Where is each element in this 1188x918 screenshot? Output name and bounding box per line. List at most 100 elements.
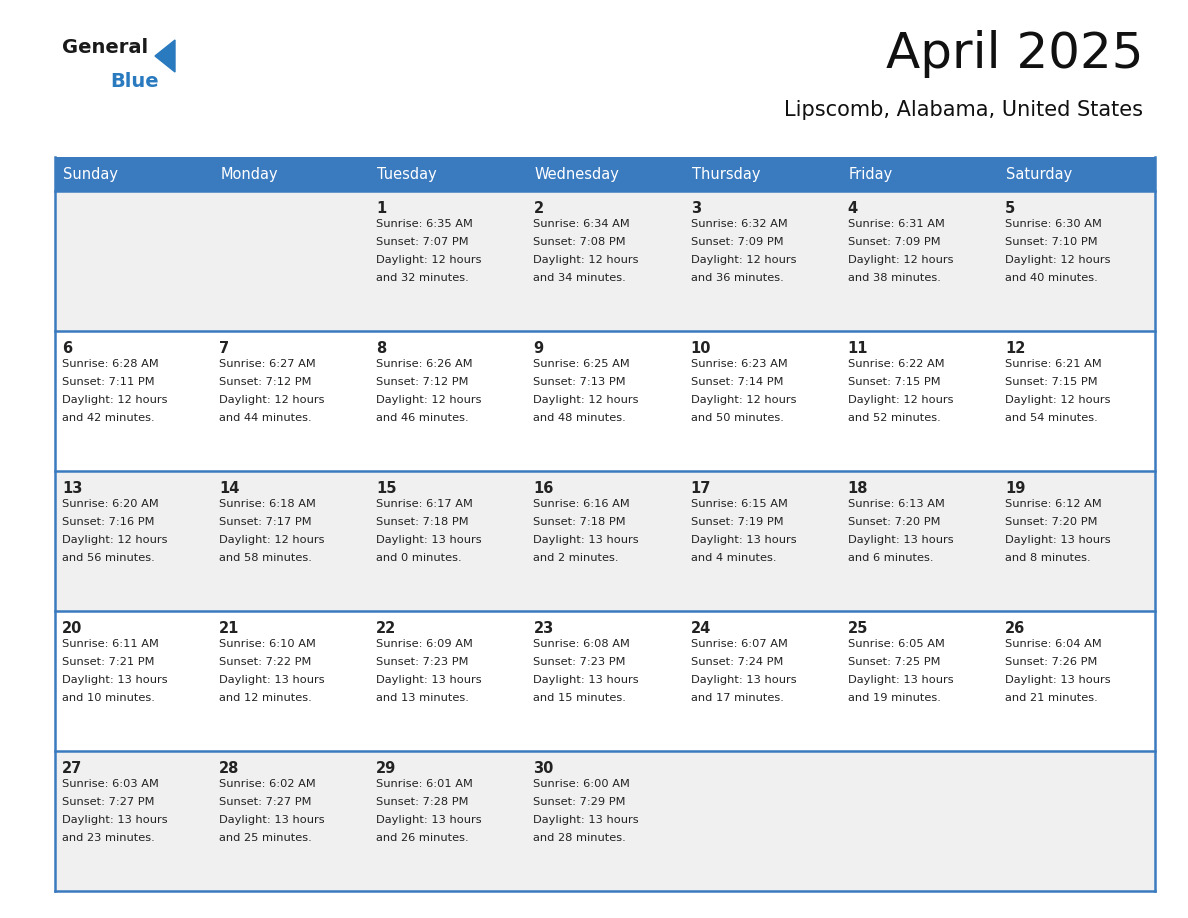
Text: Daylight: 12 hours: Daylight: 12 hours xyxy=(848,255,953,265)
Text: Daylight: 13 hours: Daylight: 13 hours xyxy=(219,815,324,825)
Bar xyxy=(526,157,683,191)
Text: and 4 minutes.: and 4 minutes. xyxy=(690,553,776,563)
Text: Sunrise: 6:28 AM: Sunrise: 6:28 AM xyxy=(62,359,159,369)
Text: Sunset: 7:28 PM: Sunset: 7:28 PM xyxy=(377,797,469,807)
Text: 13: 13 xyxy=(62,481,82,496)
Text: Daylight: 13 hours: Daylight: 13 hours xyxy=(533,815,639,825)
Text: and 40 minutes.: and 40 minutes. xyxy=(1005,273,1098,283)
Text: Daylight: 13 hours: Daylight: 13 hours xyxy=(62,815,168,825)
Text: and 17 minutes.: and 17 minutes. xyxy=(690,693,783,703)
Bar xyxy=(213,157,369,191)
Text: and 48 minutes.: and 48 minutes. xyxy=(533,413,626,423)
Text: Sunrise: 6:08 AM: Sunrise: 6:08 AM xyxy=(533,639,631,649)
Text: Sunrise: 6:21 AM: Sunrise: 6:21 AM xyxy=(1005,359,1101,369)
Text: Sunrise: 6:12 AM: Sunrise: 6:12 AM xyxy=(1005,499,1101,509)
Text: 4: 4 xyxy=(848,201,858,216)
Text: Sunset: 7:14 PM: Sunset: 7:14 PM xyxy=(690,377,783,387)
Text: Sunset: 7:23 PM: Sunset: 7:23 PM xyxy=(533,657,626,667)
Bar xyxy=(55,751,1155,891)
Text: and 52 minutes.: and 52 minutes. xyxy=(848,413,941,423)
Text: 17: 17 xyxy=(690,481,710,496)
Text: Sunrise: 6:09 AM: Sunrise: 6:09 AM xyxy=(377,639,473,649)
Text: Sunset: 7:27 PM: Sunset: 7:27 PM xyxy=(62,797,154,807)
Text: and 50 minutes.: and 50 minutes. xyxy=(690,413,783,423)
Text: Daylight: 12 hours: Daylight: 12 hours xyxy=(62,395,168,405)
Text: and 56 minutes.: and 56 minutes. xyxy=(62,553,154,563)
Text: Daylight: 12 hours: Daylight: 12 hours xyxy=(533,255,639,265)
Text: Sunset: 7:25 PM: Sunset: 7:25 PM xyxy=(848,657,940,667)
Bar xyxy=(998,157,1155,191)
Text: and 38 minutes.: and 38 minutes. xyxy=(848,273,941,283)
Text: 15: 15 xyxy=(377,481,397,496)
Text: Sunset: 7:18 PM: Sunset: 7:18 PM xyxy=(377,517,469,527)
Text: Friday: Friday xyxy=(848,166,893,182)
Text: Sunset: 7:15 PM: Sunset: 7:15 PM xyxy=(1005,377,1098,387)
Text: Sunset: 7:10 PM: Sunset: 7:10 PM xyxy=(1005,237,1098,247)
Text: Sunset: 7:22 PM: Sunset: 7:22 PM xyxy=(219,657,311,667)
Text: Daylight: 13 hours: Daylight: 13 hours xyxy=(533,675,639,685)
Text: and 28 minutes.: and 28 minutes. xyxy=(533,833,626,843)
Text: Sunrise: 6:03 AM: Sunrise: 6:03 AM xyxy=(62,779,159,789)
Text: 20: 20 xyxy=(62,621,82,636)
Text: Daylight: 13 hours: Daylight: 13 hours xyxy=(219,675,324,685)
Text: Daylight: 13 hours: Daylight: 13 hours xyxy=(62,675,168,685)
Text: 5: 5 xyxy=(1005,201,1015,216)
Text: and 25 minutes.: and 25 minutes. xyxy=(219,833,312,843)
Text: 30: 30 xyxy=(533,761,554,776)
Text: and 58 minutes.: and 58 minutes. xyxy=(219,553,312,563)
Text: Sunrise: 6:02 AM: Sunrise: 6:02 AM xyxy=(219,779,316,789)
Text: Sunrise: 6:22 AM: Sunrise: 6:22 AM xyxy=(848,359,944,369)
Text: General: General xyxy=(62,38,148,57)
Text: 8: 8 xyxy=(377,341,386,356)
Text: and 46 minutes.: and 46 minutes. xyxy=(377,413,469,423)
Text: Daylight: 12 hours: Daylight: 12 hours xyxy=(690,395,796,405)
Text: Sunset: 7:11 PM: Sunset: 7:11 PM xyxy=(62,377,154,387)
Text: Sunset: 7:26 PM: Sunset: 7:26 PM xyxy=(1005,657,1098,667)
Text: Sunrise: 6:31 AM: Sunrise: 6:31 AM xyxy=(848,219,944,229)
Text: Sunrise: 6:16 AM: Sunrise: 6:16 AM xyxy=(533,499,630,509)
Text: Daylight: 12 hours: Daylight: 12 hours xyxy=(1005,255,1111,265)
Text: Daylight: 12 hours: Daylight: 12 hours xyxy=(219,395,324,405)
Text: Sunset: 7:15 PM: Sunset: 7:15 PM xyxy=(848,377,941,387)
Text: Daylight: 12 hours: Daylight: 12 hours xyxy=(690,255,796,265)
Text: 22: 22 xyxy=(377,621,397,636)
Text: and 34 minutes.: and 34 minutes. xyxy=(533,273,626,283)
Text: Sunset: 7:12 PM: Sunset: 7:12 PM xyxy=(219,377,311,387)
Text: Sunset: 7:13 PM: Sunset: 7:13 PM xyxy=(533,377,626,387)
Text: 10: 10 xyxy=(690,341,712,356)
Text: 7: 7 xyxy=(219,341,229,356)
Text: Sunrise: 6:26 AM: Sunrise: 6:26 AM xyxy=(377,359,473,369)
Bar xyxy=(55,331,1155,471)
Text: Lipscomb, Alabama, United States: Lipscomb, Alabama, United States xyxy=(784,100,1143,120)
Polygon shape xyxy=(154,40,175,72)
Text: Daylight: 12 hours: Daylight: 12 hours xyxy=(848,395,953,405)
Bar xyxy=(55,611,1155,751)
Text: Sunset: 7:27 PM: Sunset: 7:27 PM xyxy=(219,797,311,807)
Text: Sunset: 7:23 PM: Sunset: 7:23 PM xyxy=(377,657,469,667)
Text: and 2 minutes.: and 2 minutes. xyxy=(533,553,619,563)
Text: and 23 minutes.: and 23 minutes. xyxy=(62,833,154,843)
Text: Daylight: 13 hours: Daylight: 13 hours xyxy=(1005,535,1111,545)
Text: Daylight: 12 hours: Daylight: 12 hours xyxy=(219,535,324,545)
Text: April 2025: April 2025 xyxy=(885,30,1143,78)
Text: Sunrise: 6:18 AM: Sunrise: 6:18 AM xyxy=(219,499,316,509)
Text: and 19 minutes.: and 19 minutes. xyxy=(848,693,941,703)
Text: 23: 23 xyxy=(533,621,554,636)
Text: Sunset: 7:20 PM: Sunset: 7:20 PM xyxy=(1005,517,1098,527)
Text: and 6 minutes.: and 6 minutes. xyxy=(848,553,934,563)
Text: Sunrise: 6:34 AM: Sunrise: 6:34 AM xyxy=(533,219,630,229)
Text: 6: 6 xyxy=(62,341,72,356)
Text: Sunrise: 6:20 AM: Sunrise: 6:20 AM xyxy=(62,499,159,509)
Text: and 13 minutes.: and 13 minutes. xyxy=(377,693,469,703)
Text: 11: 11 xyxy=(848,341,868,356)
Text: Daylight: 13 hours: Daylight: 13 hours xyxy=(377,815,482,825)
Text: 19: 19 xyxy=(1005,481,1025,496)
Text: Sunset: 7:21 PM: Sunset: 7:21 PM xyxy=(62,657,154,667)
Text: 24: 24 xyxy=(690,621,710,636)
Text: Sunrise: 6:01 AM: Sunrise: 6:01 AM xyxy=(377,779,473,789)
Text: Sunrise: 6:11 AM: Sunrise: 6:11 AM xyxy=(62,639,159,649)
Text: 26: 26 xyxy=(1005,621,1025,636)
Text: and 42 minutes.: and 42 minutes. xyxy=(62,413,154,423)
Text: and 26 minutes.: and 26 minutes. xyxy=(377,833,469,843)
Text: and 8 minutes.: and 8 minutes. xyxy=(1005,553,1091,563)
